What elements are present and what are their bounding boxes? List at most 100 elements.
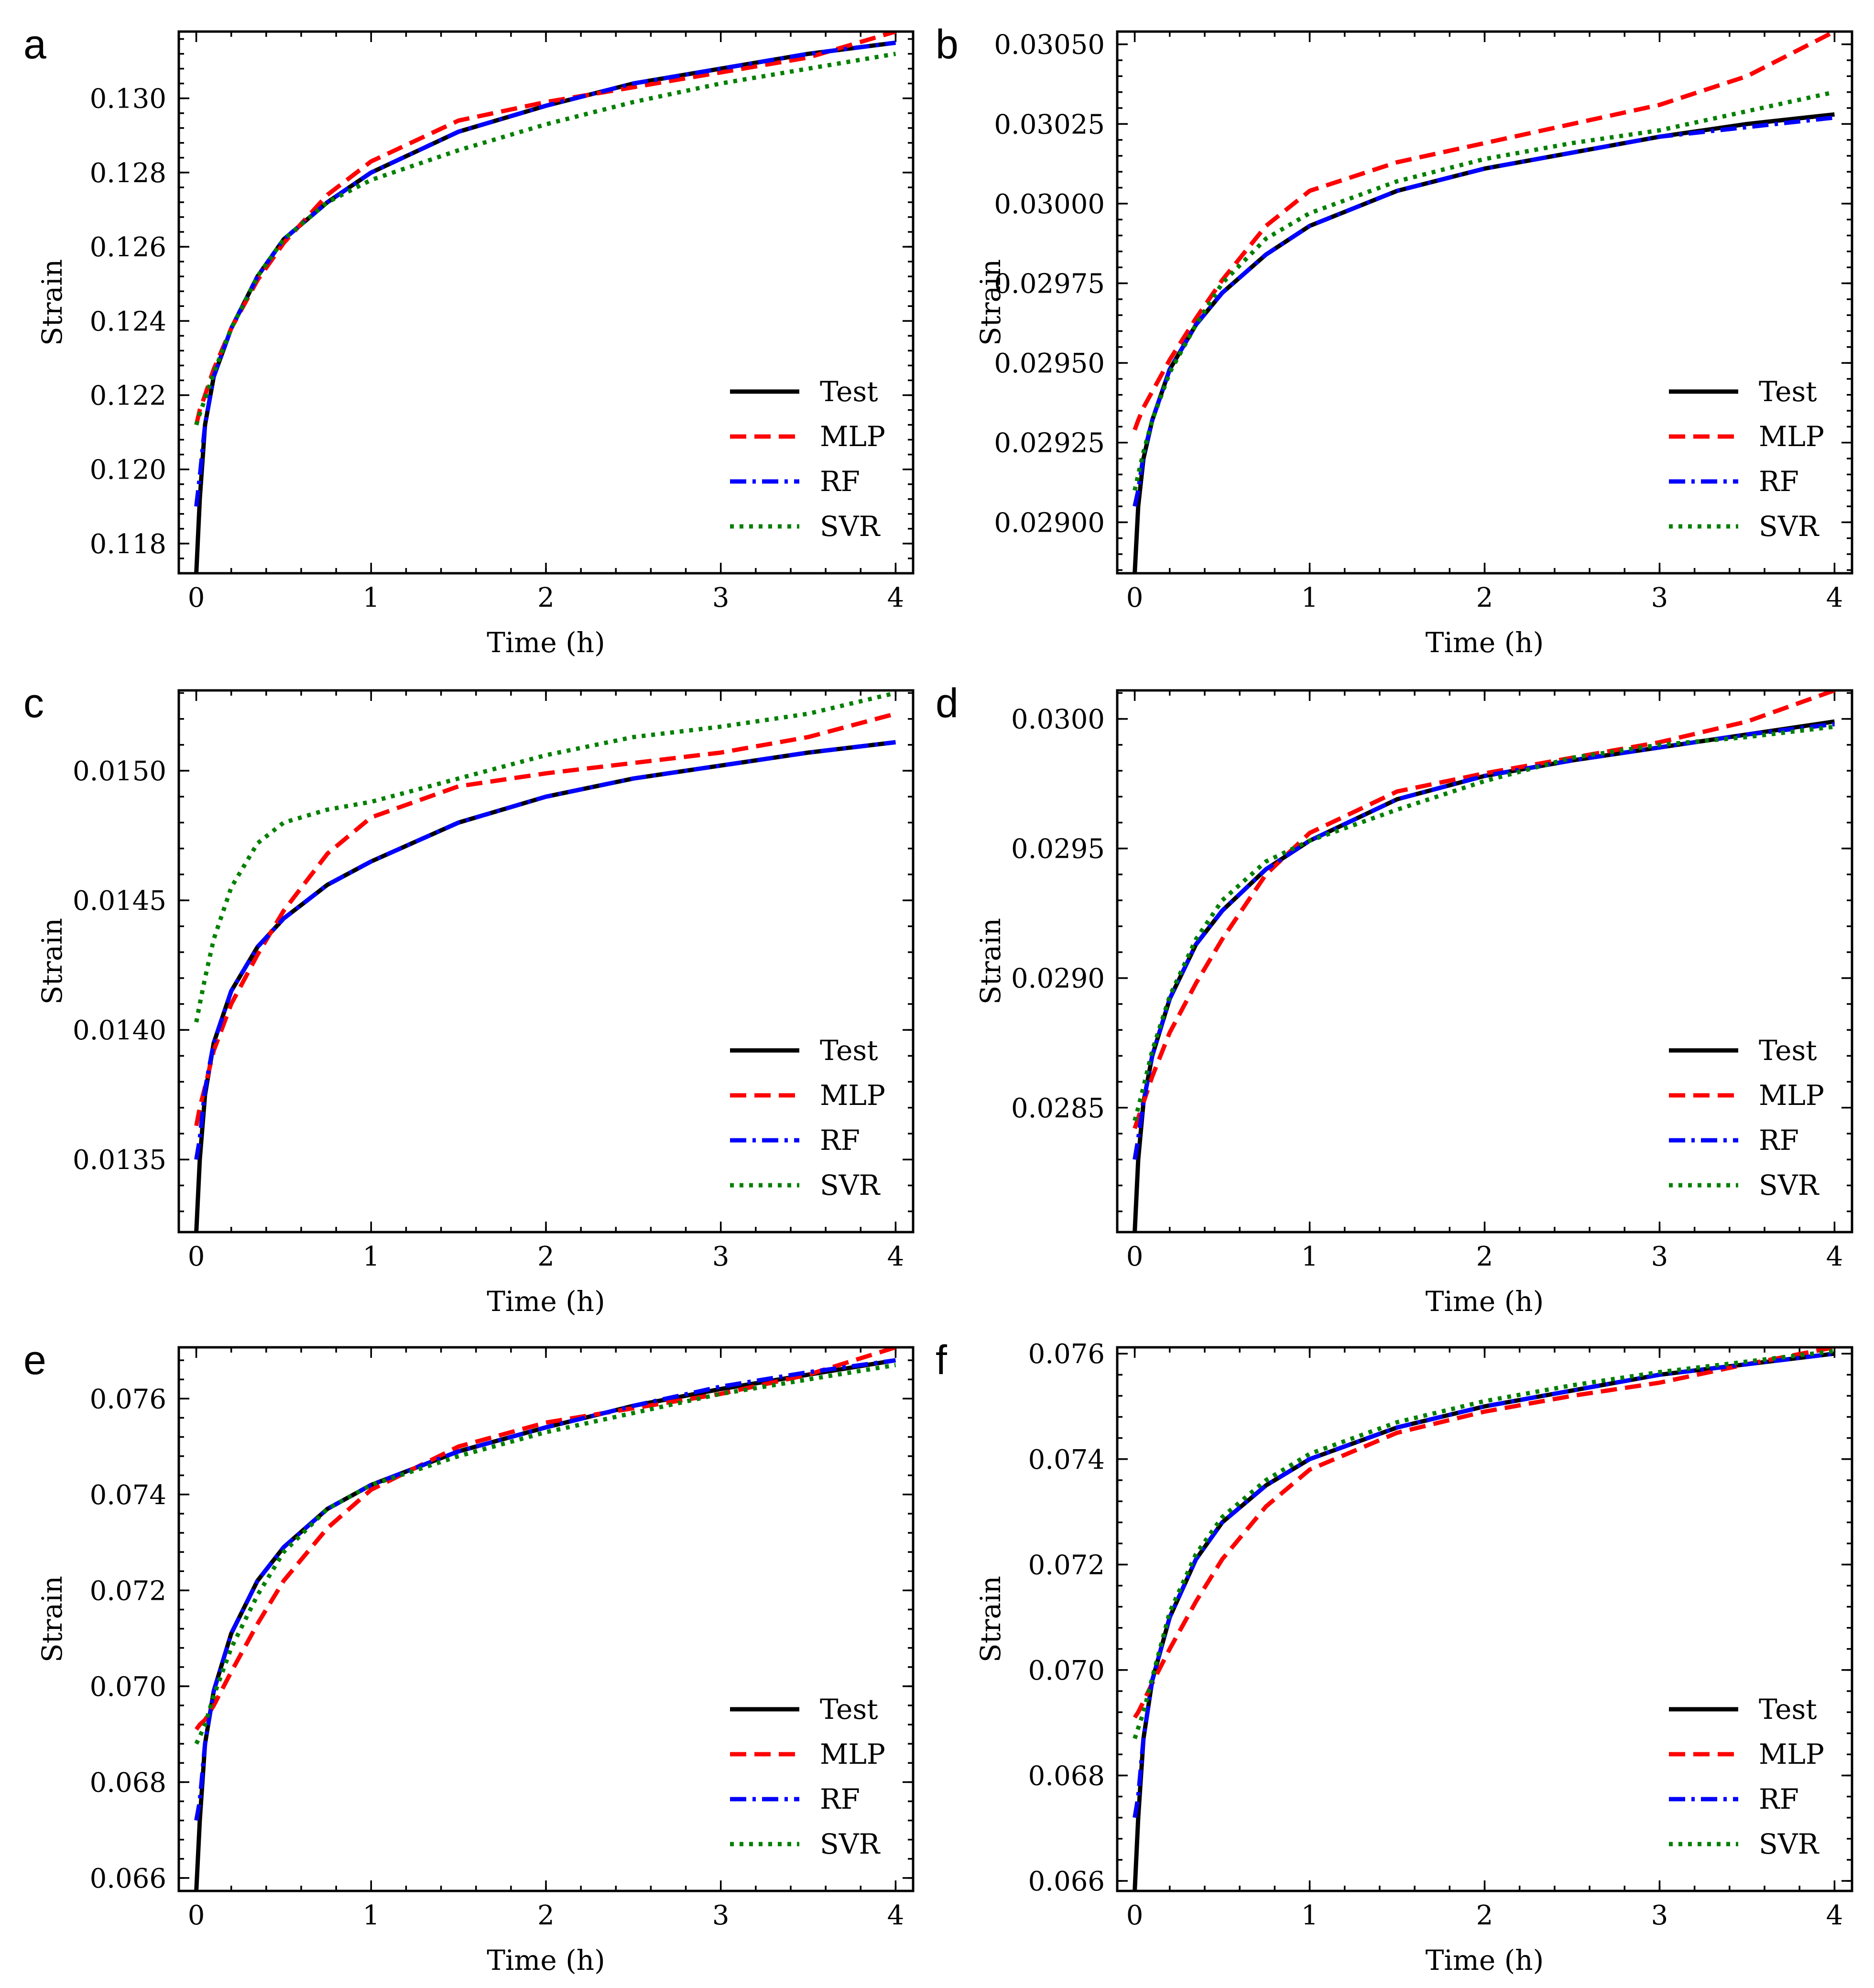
legend-label-svr: SVR [820, 510, 881, 543]
x-tick-label: 3 [712, 582, 730, 613]
y-tick-label: 0.03050 [994, 30, 1105, 61]
series-group [1133, 690, 1835, 1232]
series-line-mlp [194, 32, 896, 426]
x-tick-label: 4 [887, 1900, 904, 1931]
panel-a: 0 1 2 3 4 0.118 0.120 0.122 0.124 0.126 0.128 0.130… [23, 22, 915, 659]
x-tick-label: 2 [537, 1900, 555, 1931]
legend-label-svr: SVR [820, 1169, 881, 1202]
x-tick-label: 2 [537, 1241, 555, 1272]
y-tick-label: 0.0295 [1011, 834, 1105, 865]
legend-label-svr: SVR [1759, 1169, 1820, 1202]
y-tick-label: 0.0150 [73, 756, 166, 787]
legend-label-mlp: MLP [820, 1079, 885, 1112]
y-tick-label: 0.068 [90, 1767, 166, 1798]
series-line-mlp [194, 1347, 896, 1731]
y-tick-label: 0.074 [90, 1480, 166, 1511]
series-line-mlp [1133, 32, 1836, 431]
legend-label-rf: RF [1759, 1783, 1799, 1815]
y-tick-label: 0.128 [90, 158, 166, 189]
y-tick-label: 0.0140 [73, 1015, 166, 1046]
x-tick-label: 0 [1126, 1900, 1144, 1931]
axis-frame [1116, 30, 1853, 575]
series-line-rf [1133, 1351, 1835, 1818]
y-tick-label: 0.126 [90, 232, 166, 263]
x-tick-label: 1 [1301, 1241, 1318, 1272]
x-axis-label: Time (h) [1426, 1285, 1544, 1318]
x-tick-label: 4 [887, 582, 904, 613]
x-tick-label: 2 [1476, 1241, 1493, 1272]
series-line-test [194, 1358, 896, 1891]
legend: Test MLP RF SVR [730, 1693, 885, 1860]
panel-letter: c [23, 680, 44, 726]
legend-label-test: Test [1759, 1693, 1817, 1726]
y-tick-label: 0.0145 [73, 885, 166, 917]
x-tick-label: 0 [1126, 582, 1144, 613]
y-tick-label: 0.0290 [1011, 963, 1105, 994]
y-axis-label: Strain [36, 918, 68, 1005]
legend-label-mlp: MLP [1759, 1079, 1824, 1112]
legend-label-test: Test [820, 1693, 878, 1726]
legend-label-rf: RF [1759, 1124, 1799, 1157]
y-tick-label: 0.02900 [994, 507, 1105, 538]
legend: Test MLP RF SVR [1669, 1693, 1824, 1860]
y-tick-label: 0.076 [90, 1384, 166, 1415]
y-axis-label: Strain [36, 1576, 68, 1662]
x-tick-label: 1 [362, 582, 380, 613]
series-line-svr [1133, 1349, 1835, 1739]
y-tick-label: 0.066 [90, 1863, 166, 1894]
y-tick-label: 0.070 [1028, 1655, 1105, 1686]
x-tick-label: 3 [712, 1241, 730, 1272]
series-group [194, 32, 896, 573]
series-line-test [1133, 1351, 1835, 1891]
series-line-test [1133, 719, 1835, 1232]
legend-label-mlp: MLP [820, 1738, 885, 1770]
series-line-svr [194, 691, 896, 1023]
x-tick-label: 1 [362, 1241, 380, 1272]
series-line-test [194, 740, 896, 1232]
y-tick-label: 0.124 [90, 306, 166, 337]
series-line-rf [1133, 115, 1835, 507]
series-group [1133, 1347, 1835, 1891]
y-tick-label: 0.130 [90, 84, 166, 115]
x-tick-label: 3 [712, 1900, 730, 1931]
y-tick-label: 0.0300 [1011, 704, 1105, 735]
y-tick-label: 0.0285 [1011, 1093, 1105, 1124]
axis-frame [177, 689, 915, 1234]
series-line-test [194, 40, 896, 573]
legend: Test MLP RF SVR [730, 1034, 885, 1202]
panel-letter: e [23, 1337, 46, 1383]
legend-label-test: Test [820, 1034, 878, 1067]
y-tick-label: 0.02950 [994, 348, 1105, 379]
x-tick-label: 4 [887, 1241, 904, 1272]
x-tick-label: 3 [1651, 1900, 1668, 1931]
x-tick-label: 3 [1651, 1241, 1668, 1272]
panel-letter: b [936, 22, 959, 67]
x-tick-label: 2 [537, 582, 555, 613]
legend-label-test: Test [1759, 375, 1817, 408]
series-line-svr [194, 1363, 896, 1745]
x-tick-label: 1 [362, 1900, 380, 1931]
legend-label-test: Test [820, 375, 878, 408]
legend-label-svr: SVR [1759, 510, 1820, 543]
x-tick-label: 0 [188, 1900, 205, 1931]
x-tick-label: 4 [1826, 582, 1843, 613]
panel-letter: f [936, 1337, 948, 1383]
legend-label-rf: RF [1759, 465, 1799, 498]
panel-c: 0 1 2 3 4 0.0135 0.0140 0.0145 0.0150 Time (h) Str… [23, 680, 915, 1318]
legend-label-svr: SVR [1759, 1828, 1820, 1860]
y-tick-label: 0.03000 [994, 189, 1105, 220]
y-tick-label: 0.122 [90, 381, 166, 412]
axis-frame [1116, 689, 1853, 1234]
series-line-rf [194, 40, 896, 507]
series-group [1133, 32, 1836, 573]
panel-d: 0 1 2 3 4 0.0285 0.0290 0.0295 0.0300 Time (h) Str… [936, 680, 1853, 1318]
y-tick-label: 0.120 [90, 455, 166, 486]
y-tick-label: 0.070 [90, 1671, 166, 1703]
legend: Test MLP RF SVR [730, 375, 885, 543]
series-group [194, 691, 896, 1232]
y-tick-label: 0.0135 [73, 1145, 166, 1176]
y-tick-label: 0.074 [1028, 1444, 1105, 1475]
y-tick-label: 0.066 [1028, 1866, 1105, 1897]
x-tick-label: 0 [1126, 1241, 1144, 1272]
